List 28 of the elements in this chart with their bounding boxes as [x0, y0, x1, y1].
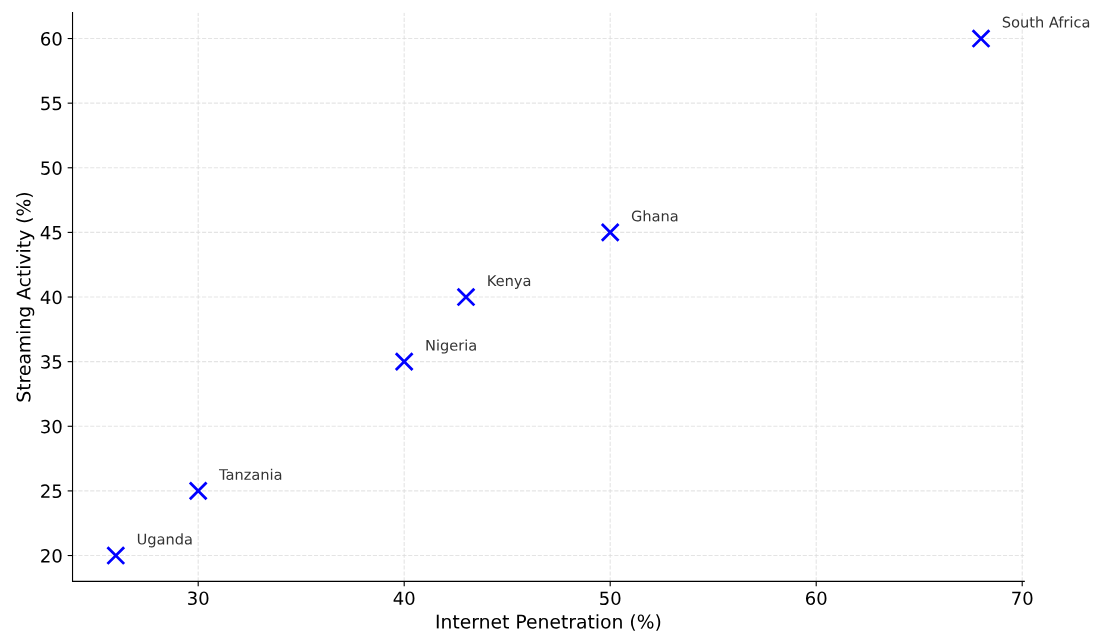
y-tick-label: 40: [40, 290, 62, 305]
y-tick-label: 55: [41, 96, 62, 111]
x-tick-label: 40: [393, 591, 415, 606]
annotation: Uganda: [137, 533, 192, 548]
annotation: Ghana: [631, 210, 678, 222]
point: [971, 28, 991, 49]
annotation: Nigeria: [426, 339, 476, 354]
x-tick-label: 60: [805, 591, 827, 606]
annotation: Tanzania: [218, 468, 282, 480]
y-axis-title: Streaming Activity (%): [16, 192, 35, 402]
x-tick-label: 50: [600, 591, 621, 606]
point: [600, 222, 620, 243]
y-tick-label: 60: [41, 31, 62, 46]
point: [188, 481, 208, 501]
point: [456, 287, 476, 307]
x-tick-label: 70: [1012, 591, 1033, 606]
y-tick-label: 35: [41, 355, 62, 369]
y-tick-label: 30: [41, 419, 62, 434]
point: [394, 351, 414, 372]
x-axis-title: Internet Penetration (%): [436, 614, 661, 631]
x-tick-label: 30: [188, 591, 209, 606]
y-tick-label: 50: [41, 161, 62, 175]
y-tick-label: 20: [41, 548, 62, 563]
y-tick-label: 45: [40, 226, 62, 240]
annotation: South Africa: [1002, 16, 1090, 28]
point: [106, 545, 126, 566]
annotation: Kenya: [488, 275, 531, 289]
y-tick-label: 25: [41, 484, 62, 499]
